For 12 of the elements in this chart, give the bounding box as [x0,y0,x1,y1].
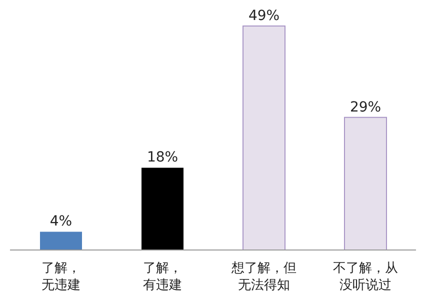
bar [242,26,286,250]
bar [344,116,387,250]
data-label: 29% [350,99,382,116]
x-tick-label: 想了解，但无法得知 [230,261,296,293]
bar [40,232,82,250]
bar [142,168,184,250]
x-tick-label: 不了解，从没听说过 [332,261,398,293]
data-label: 49% [248,8,280,24]
data-label: 18% [146,150,178,166]
x-tick-label: 了解，无违建 [41,261,80,293]
x-tick-label: 了解，有违建 [142,261,182,293]
data-label: 4% [50,214,72,230]
